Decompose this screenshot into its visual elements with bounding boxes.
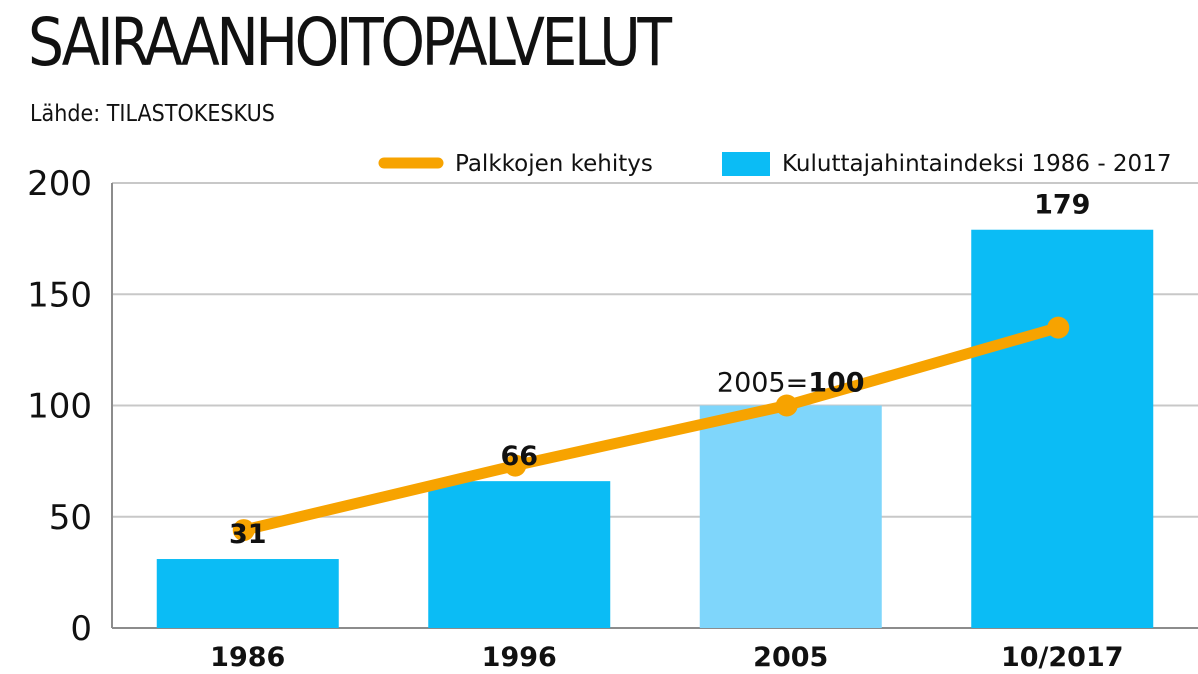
data-labels: 31 66 179 2005=100 <box>229 190 1090 550</box>
y-axis-ticks: 0 50 100 150 200 <box>27 164 92 649</box>
line-point <box>232 519 255 542</box>
legend-bar-label: Kuluttajahintaindeksi 1986 - 2017 <box>782 151 1171 177</box>
base-year-annotation: 2005=100 <box>717 368 865 399</box>
legend-line-label: Palkkojen kehitys <box>455 151 653 177</box>
line-path <box>238 322 1064 536</box>
bar-series <box>156 229 1154 628</box>
legend: Palkkojen kehitys Kuluttajahintaindeksi … <box>378 151 1171 177</box>
line-series <box>232 316 1070 542</box>
line-point <box>1047 316 1070 339</box>
bar-value-label: 66 <box>500 441 538 472</box>
line-point <box>775 394 798 417</box>
bar <box>699 405 882 628</box>
bar <box>156 559 339 628</box>
bar <box>971 229 1154 628</box>
line-point <box>504 454 527 477</box>
bar <box>428 481 611 628</box>
x-category-label: 10/2017 <box>1001 642 1124 673</box>
y-tick-label: 0 <box>70 609 92 649</box>
y-tick-label: 50 <box>49 498 92 538</box>
chart-title: SAIRAANHOITOPALVELUT <box>28 4 672 81</box>
chart-subtitle: Lähde: TILASTOKESKUS <box>30 101 275 127</box>
bar-value-label: 31 <box>229 519 267 550</box>
x-category-label: 1996 <box>482 642 557 673</box>
x-category-label: 1986 <box>210 642 285 673</box>
x-axis-labels: 1986 1996 2005 10/2017 <box>210 642 1123 673</box>
annotation-prefix: 2005= <box>717 368 808 399</box>
annotation-value: 100 <box>808 368 864 399</box>
y-tick-label: 200 <box>27 164 92 204</box>
y-tick-label: 100 <box>27 387 92 427</box>
bar-value-label: 179 <box>1034 190 1090 221</box>
legend-bar-swatch <box>722 152 770 176</box>
x-category-label: 2005 <box>753 642 828 673</box>
y-tick-label: 150 <box>27 275 92 315</box>
